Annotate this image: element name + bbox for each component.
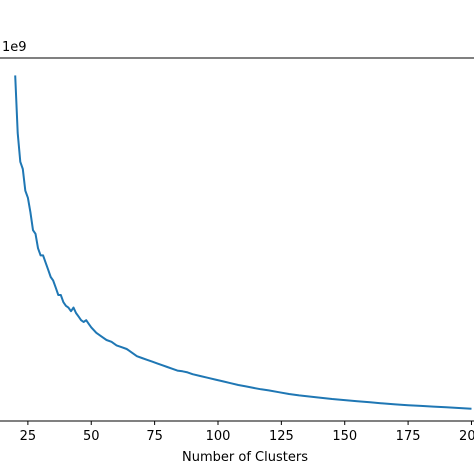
x-tick-label: 100 xyxy=(206,429,231,444)
x-axis-label: Number of Clusters xyxy=(182,450,308,465)
x-tick-label: 125 xyxy=(269,429,294,444)
series-line xyxy=(14,75,472,410)
x-axis-ticks: 25 50 75 100 125 150 175 200 xyxy=(20,421,474,444)
x-tick-label: 75 xyxy=(146,429,163,444)
x-tick-label: 25 xyxy=(20,429,37,444)
x-tick-label: 175 xyxy=(396,429,421,444)
x-tick-label: 50 xyxy=(83,429,100,444)
x-tick-label: 150 xyxy=(332,429,357,444)
x-tick-label: 200 xyxy=(459,429,474,444)
y-offset-label: 1e9 xyxy=(2,40,27,55)
